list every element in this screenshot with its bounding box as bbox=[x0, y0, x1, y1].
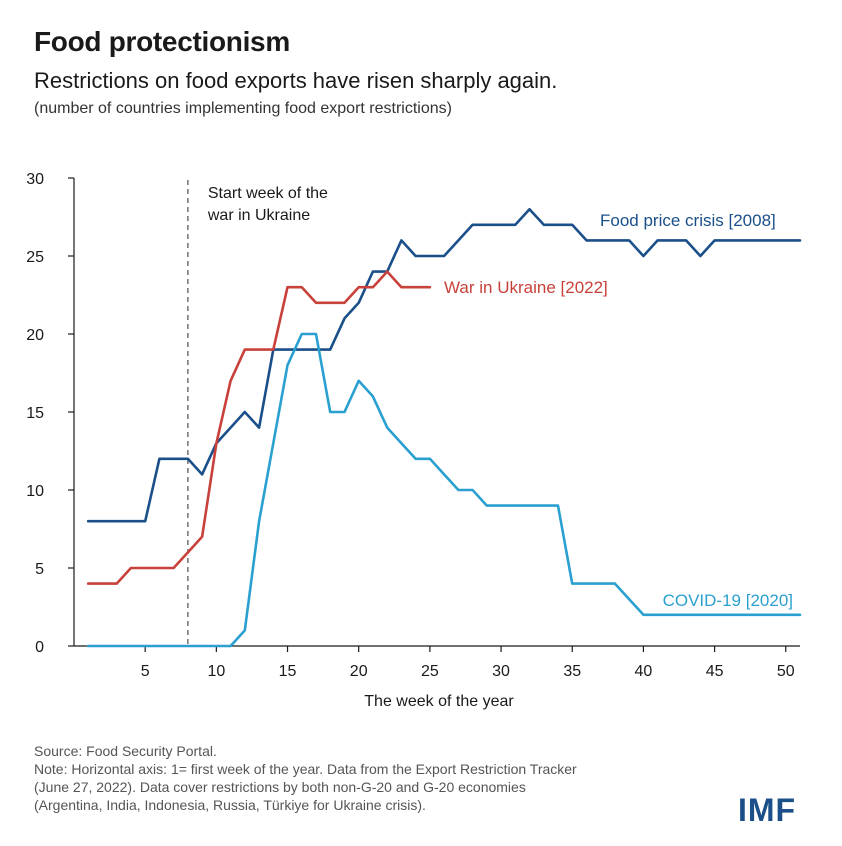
y-tick-label: 0 bbox=[35, 639, 44, 656]
series-label-1: War in Ukraine [2022] bbox=[444, 278, 608, 297]
war-start-annotation: war in Ukraine bbox=[207, 207, 310, 224]
chart-unit-note: (number of countries implementing food e… bbox=[34, 100, 452, 117]
x-axis-title: The week of the year bbox=[364, 693, 514, 710]
note-line: (Argentina, India, Indonesia, Russia, Tü… bbox=[34, 797, 426, 813]
note-line: (June 27, 2022). Data cover restrictions… bbox=[34, 779, 526, 795]
x-tick-label: 5 bbox=[141, 663, 150, 680]
x-tick-label: 40 bbox=[635, 663, 653, 680]
x-tick-label: 10 bbox=[207, 663, 225, 680]
y-tick-label: 15 bbox=[26, 405, 44, 422]
source-note: Source: Food Security Portal. Note: Hori… bbox=[34, 742, 774, 814]
line-chart: 0 5 10 15 20 25 30 5 10 15 20 25 30 35 40 45 50 The week … bbox=[26, 171, 802, 710]
y-tick-label: 5 bbox=[35, 561, 44, 578]
x-tick-label: 30 bbox=[492, 663, 510, 680]
y-tick-label: 30 bbox=[26, 171, 44, 188]
source-line: Source: Food Security Portal. bbox=[34, 743, 217, 759]
series-line-2 bbox=[86, 332, 802, 648]
series-line-1 bbox=[86, 270, 432, 585]
series-label-2: COVID-19 [2020] bbox=[663, 591, 793, 610]
x-tick-label: 25 bbox=[421, 663, 439, 680]
x-tick-label: 35 bbox=[563, 663, 581, 680]
y-tick-label: 10 bbox=[26, 483, 44, 500]
series-label-0: Food price crisis [2008] bbox=[600, 211, 776, 230]
x-tick-label: 15 bbox=[279, 663, 297, 680]
chart-title: Food protectionism bbox=[34, 26, 290, 57]
x-tick-label: 45 bbox=[706, 663, 724, 680]
note-line: Note: Horizontal axis: 1= first week of … bbox=[34, 761, 577, 777]
y-tick-label: 20 bbox=[26, 327, 44, 344]
series-line-0 bbox=[86, 207, 802, 523]
chart-subtitle: Restrictions on food exports have risen … bbox=[34, 68, 558, 93]
imf-logo: IMF bbox=[738, 792, 797, 828]
war-start-annotation: Start week of the bbox=[208, 185, 328, 202]
x-tick-label: 20 bbox=[350, 663, 368, 680]
y-tick-label: 25 bbox=[26, 249, 44, 266]
x-tick-label: 50 bbox=[777, 663, 795, 680]
